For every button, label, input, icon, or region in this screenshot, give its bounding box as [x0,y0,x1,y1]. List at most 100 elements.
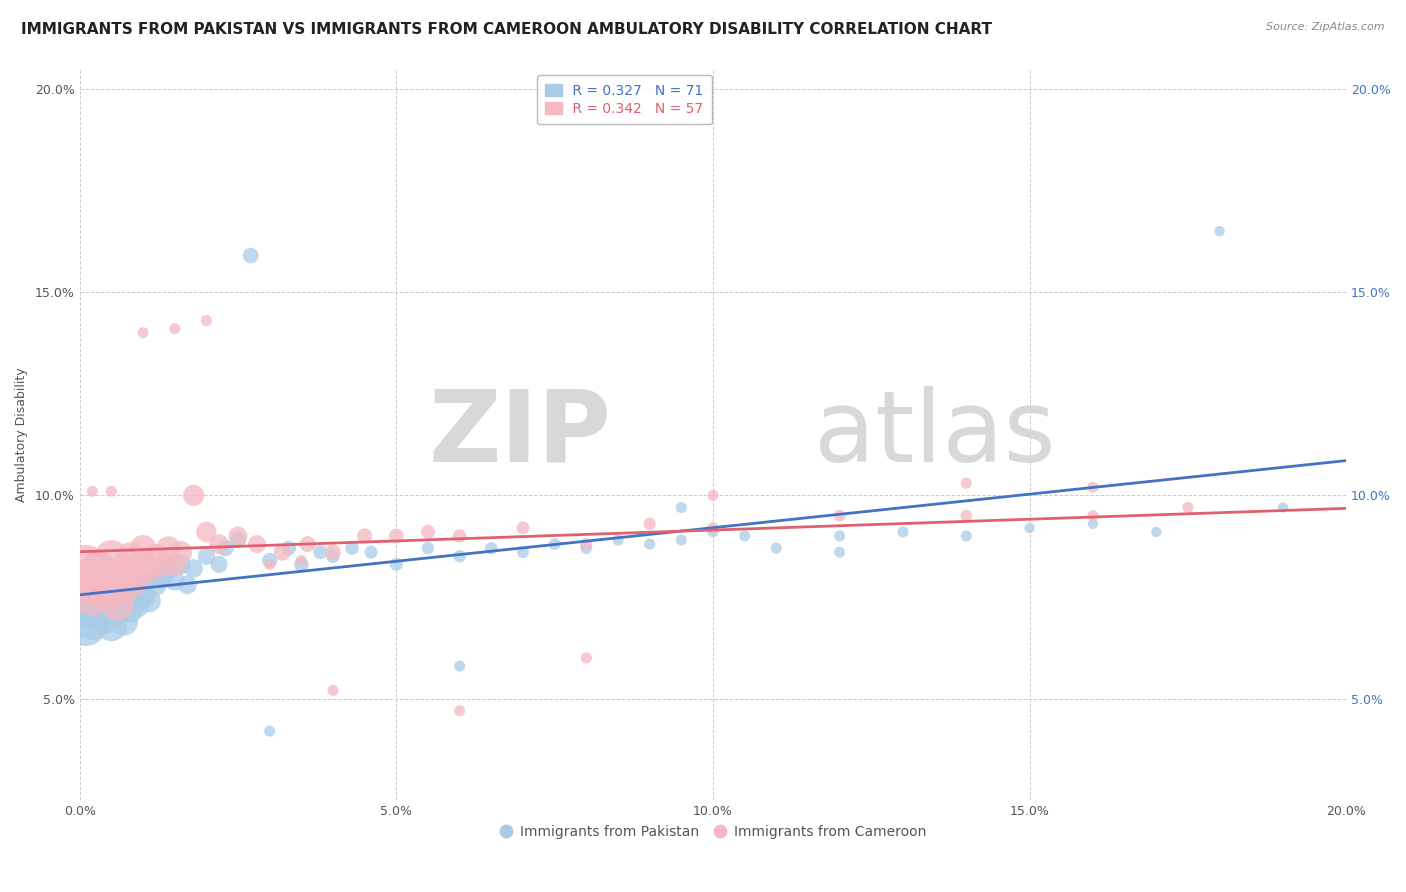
Point [575,537,598,551]
Point [132,326,155,340]
Point [120,549,142,564]
Point [449,529,471,543]
Point [309,545,332,559]
Point [132,541,155,556]
Point [87,606,110,620]
Point [176,578,198,592]
Point [100,598,122,612]
Point [75,598,97,612]
Point [94,574,117,588]
Point [543,537,565,551]
Point [94,594,117,608]
Point [82,615,104,629]
Point [1081,508,1104,523]
Point [239,248,262,262]
Point [575,651,598,665]
Point [891,524,914,539]
Point [607,533,630,547]
Point [82,590,104,604]
Point [150,558,173,572]
Point [132,574,155,588]
Point [259,553,281,567]
Point [75,574,97,588]
Point [271,545,294,559]
Point [100,549,122,564]
Point [385,558,408,572]
Point [638,537,661,551]
Point [125,578,148,592]
Point [449,659,471,673]
Point [638,516,661,531]
Point [138,561,160,575]
Point [183,561,205,575]
Point [112,594,135,608]
Point [1271,500,1294,515]
Point [322,683,344,698]
Point [1144,524,1167,539]
Point [1208,224,1230,238]
Point [322,545,344,559]
Text: atlas: atlas [814,386,1056,483]
Point [94,586,117,600]
Point [416,541,439,556]
Point [87,561,110,575]
Point [277,541,299,556]
Point [226,533,249,547]
Point [828,508,851,523]
Point [132,590,155,604]
Point [138,594,160,608]
Point [75,618,97,632]
Point [183,488,205,502]
Y-axis label: Ambulatory Disability: Ambulatory Disability [15,367,28,501]
Point [112,561,135,575]
Point [246,537,269,551]
Point [297,537,319,551]
Point [671,500,693,515]
Point [702,521,724,535]
Point [157,541,180,556]
Point [575,541,598,556]
Point [163,321,186,335]
Point [145,578,167,592]
Point [259,724,281,739]
Point [87,586,110,600]
Point [208,558,231,572]
Point [120,569,142,583]
Point [100,484,122,499]
Point [125,598,148,612]
Point [259,558,281,572]
Point [734,529,756,543]
Point [107,598,129,612]
Point [132,558,155,572]
Point [170,545,193,559]
Point [955,508,977,523]
Point [290,553,312,567]
Point [360,545,382,559]
Text: IMMIGRANTS FROM PAKISTAN VS IMMIGRANTS FROM CAMEROON AMBULATORY DISABILITY CORRE: IMMIGRANTS FROM PAKISTAN VS IMMIGRANTS F… [21,22,993,37]
Point [290,558,312,572]
Point [82,590,104,604]
Point [765,541,787,556]
Point [82,484,104,499]
Point [512,521,534,535]
Point [702,488,724,502]
Point [163,574,186,588]
Point [107,590,129,604]
Point [112,615,135,629]
Point [1018,521,1040,535]
Point [449,704,471,718]
Point [479,541,502,556]
Point [120,602,142,616]
Point [702,524,724,539]
Point [82,569,104,583]
Point [385,529,408,543]
Point [87,561,110,575]
Point [828,545,851,559]
Point [112,578,135,592]
Point [195,313,218,327]
Point [512,545,534,559]
Legend: Immigrants from Pakistan, Immigrants from Cameroon: Immigrants from Pakistan, Immigrants fro… [494,820,932,845]
Point [107,602,129,616]
Point [1081,516,1104,531]
Point [955,476,977,491]
